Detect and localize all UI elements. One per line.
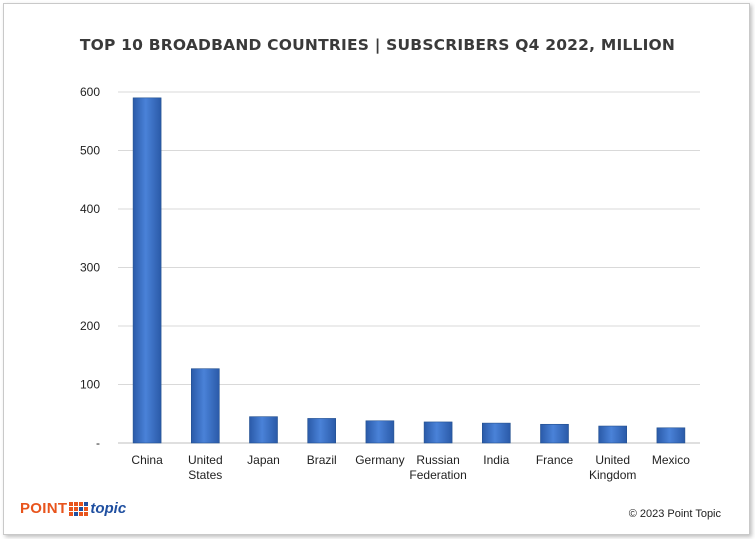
logo-grid-icon	[69, 501, 89, 516]
y-tick-label: 300	[80, 261, 100, 275]
x-tick-label: Mexico	[652, 453, 690, 467]
y-tick-label: 100	[80, 378, 100, 392]
y-tick-label: 200	[80, 319, 100, 333]
bar	[249, 416, 278, 444]
x-tick-label: Germany	[355, 453, 404, 467]
copyright-text: © 2023 Point Topic	[628, 508, 721, 520]
y-axis-ticks: - 100 200 300 400 500 600	[80, 85, 100, 450]
x-tick-label: India	[483, 453, 509, 467]
x-tick-label: Brazil	[307, 453, 337, 467]
y-tick-label: 600	[80, 85, 100, 99]
bar	[365, 420, 395, 444]
x-tick-label: Japan	[247, 453, 280, 467]
bar	[540, 423, 569, 444]
bar	[132, 97, 162, 444]
bar	[656, 427, 686, 444]
x-tick-label: Kingdom	[589, 468, 636, 482]
x-tick-label: France	[536, 453, 574, 467]
x-tick-label: Federation	[409, 468, 466, 482]
point-topic-logo: POINT topic	[20, 500, 126, 517]
bar	[307, 418, 337, 444]
y-tick-label: -	[96, 436, 100, 450]
logo-word: POINT	[20, 500, 68, 517]
bar	[481, 422, 511, 444]
bar	[423, 421, 453, 444]
x-tick-label: Russian	[416, 453, 459, 467]
x-tick-label: China	[131, 453, 163, 467]
logo-topic: topic	[90, 500, 127, 517]
chart-title: TOP 10 BROADBAND COUNTRIES | SUBSCRIBERS…	[79, 36, 676, 54]
x-tick-label: United	[595, 453, 630, 467]
y-tick-label: 400	[80, 202, 100, 216]
bars	[132, 97, 686, 444]
x-tick-label: United	[188, 453, 223, 467]
bar	[598, 425, 628, 444]
x-tick-label: States	[188, 468, 222, 482]
y-tick-label: 500	[80, 144, 100, 158]
bar	[191, 368, 220, 444]
